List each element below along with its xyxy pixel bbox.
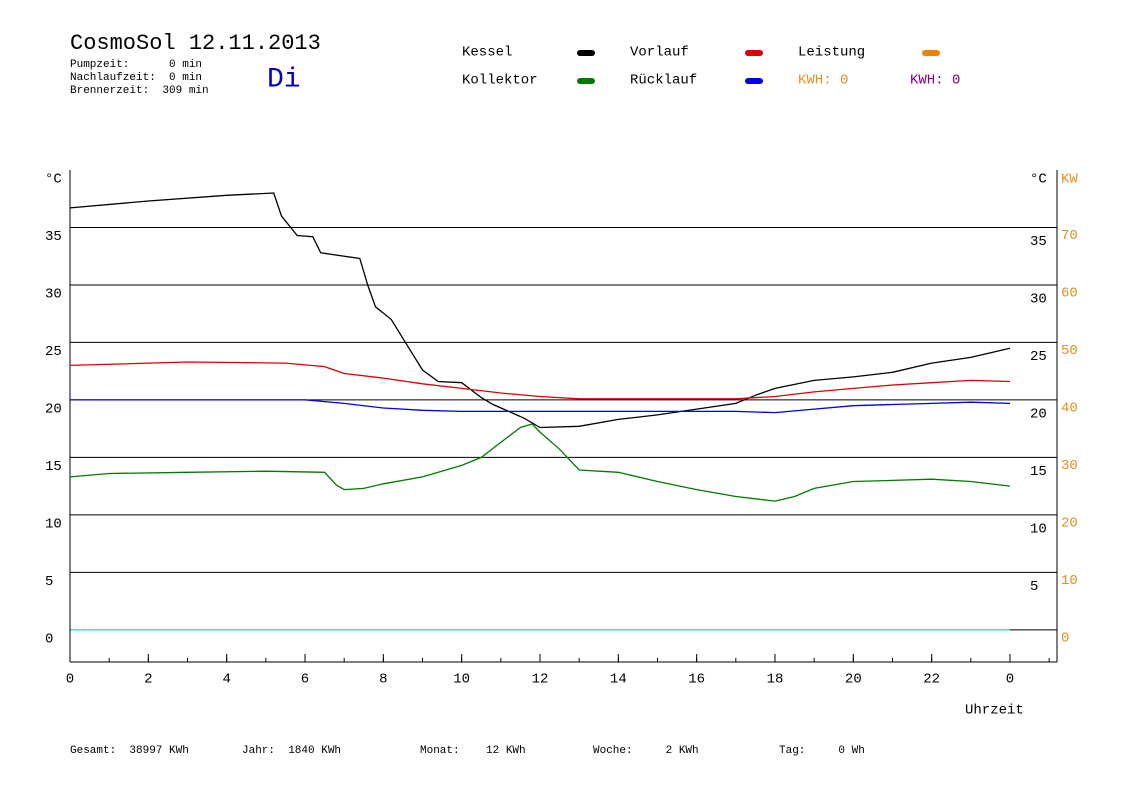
x-tick-label: 22	[923, 672, 940, 688]
y2-tick-label: 50	[1061, 343, 1078, 359]
legend-label: Rücklauf	[630, 73, 697, 89]
kwh-label: KWH: 0	[798, 73, 848, 89]
x-tick-label: 2	[144, 672, 152, 688]
x-tick-label: 0	[66, 672, 74, 688]
y-axis-label: °C	[45, 172, 62, 188]
weekday: Di	[267, 64, 301, 95]
x-tick-label: 14	[610, 672, 627, 688]
y-tick-label-right: 35	[1030, 234, 1047, 250]
y-tick-label: 15	[45, 459, 62, 475]
y-tick-label: 20	[45, 402, 62, 418]
y-tick-label-right: 30	[1030, 292, 1047, 308]
footer-stat: Monat: 12 KWh	[420, 745, 526, 757]
y-axis-label-right: °C	[1030, 172, 1047, 188]
stat: Pumpzeit: 0 min	[70, 59, 202, 71]
legend-label: Leistung	[798, 45, 865, 61]
footer-stat: Woche: 2 KWh	[593, 745, 699, 757]
y2-tick-label: 60	[1061, 286, 1078, 302]
y2-tick-label: 40	[1061, 401, 1078, 417]
chart-title: CosmoSol 12.11.2013	[70, 31, 321, 56]
y-tick-label: 10	[45, 517, 62, 533]
y2-tick-label: 70	[1061, 228, 1078, 244]
footer-stat: Tag: 0 Wh	[779, 745, 865, 757]
y-tick-label: 5	[45, 574, 53, 590]
kwh-label: KWH: 0	[910, 73, 960, 89]
stat: Brennerzeit: 309 min	[70, 85, 209, 97]
legend-label: Vorlauf	[630, 45, 689, 61]
y2-tick-label: 30	[1061, 458, 1078, 474]
x-tick-label: 18	[767, 672, 784, 688]
x-tick-label: 6	[301, 672, 309, 688]
x-tick-label: 8	[379, 672, 387, 688]
series-line	[70, 399, 1011, 414]
y-tick-label-right: 10	[1030, 522, 1047, 538]
series-line	[69, 361, 1011, 400]
y-tick-label-right: 15	[1030, 464, 1047, 480]
x-tick-label: 0	[1006, 672, 1014, 688]
series-line	[69, 192, 1011, 429]
y-tick-label-right: 5	[1030, 579, 1038, 595]
y-tick-label: 30	[45, 287, 62, 303]
footer-stat: Jahr: 1840 KWh	[242, 745, 341, 757]
y2-axis-label: KW	[1061, 172, 1078, 188]
legend-label: Kessel	[462, 45, 512, 61]
y-tick-label-right: 20	[1030, 407, 1047, 423]
y2-tick-label: 10	[1061, 573, 1078, 589]
y-tick-label: 35	[45, 229, 62, 245]
x-tick-label: 16	[688, 672, 705, 688]
stat: Nachlaufzeit: 0 min	[70, 72, 202, 84]
footer-stat: Gesamt: 38997 KWh	[70, 745, 189, 757]
x-axis-label: Uhrzeit	[965, 703, 1024, 719]
x-tick-label: 12	[532, 672, 549, 688]
series-line	[69, 423, 1011, 502]
y-tick-label: 0	[45, 632, 53, 648]
x-tick-label: 20	[845, 672, 862, 688]
y2-tick-label: 0	[1061, 631, 1069, 647]
x-tick-label: 10	[453, 672, 470, 688]
y-tick-label-right: 25	[1030, 349, 1047, 365]
y2-tick-label: 20	[1061, 516, 1078, 532]
legend-label: Kollektor	[462, 73, 538, 89]
x-tick-label: 4	[222, 672, 230, 688]
y-tick-label: 25	[45, 344, 62, 360]
